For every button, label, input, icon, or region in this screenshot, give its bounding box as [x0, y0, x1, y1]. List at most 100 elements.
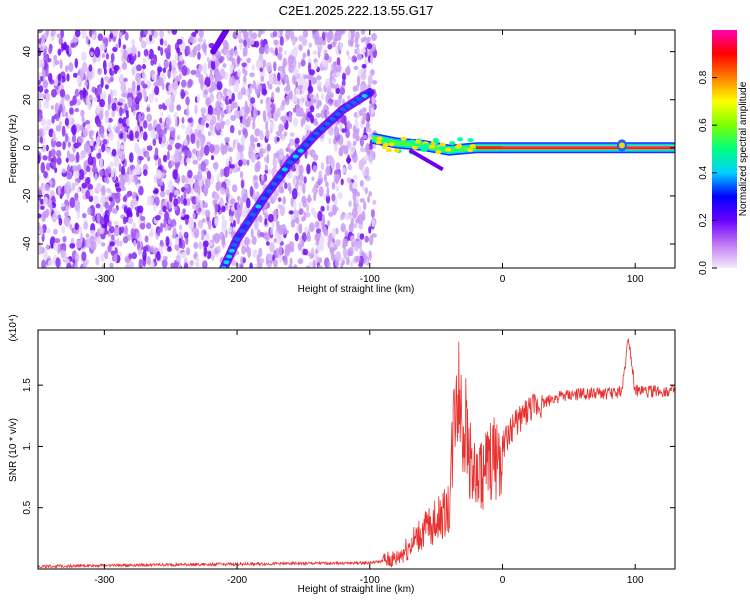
spectrogram-noise-cell: [333, 144, 338, 153]
spectrogram-noise-cell: [368, 49, 373, 56]
spectrogram-noise-cell: [193, 227, 200, 239]
spectrogram-noise-cell: [335, 174, 339, 185]
spectrogram-noise-cell: [48, 154, 51, 162]
spectrogram-noise-cell: [190, 69, 197, 75]
spectrogram-noise-cell: [368, 226, 372, 234]
spectrogram-noise-cell: [214, 203, 219, 213]
spectrogram-noise-cell: [122, 196, 127, 202]
spectrogram-noise-cell: [219, 121, 225, 127]
spectrogram-noise-cell: [61, 168, 67, 174]
spectrogram-noise-cell: [249, 38, 255, 45]
spectrogram-noise-cell: [344, 212, 351, 221]
spectrogram-noise-cell: [304, 100, 311, 107]
spectrogram-noise-cell: [174, 244, 180, 251]
spectrogram-noise-cell: [196, 94, 200, 103]
spectrogram-noise-cell: [312, 50, 318, 56]
spectrogram-noise-cell: [143, 48, 149, 57]
spectrogram-noise-cell: [260, 174, 265, 181]
spectrogram-noise-cell: [267, 107, 272, 112]
spectrogram-noise-cell: [273, 39, 279, 46]
spectrogram-noise-cell: [61, 242, 67, 251]
spectrogram-noise-cell: [163, 255, 168, 261]
trace-main-blob: [250, 212, 256, 217]
spectrogram-noise-cell: [217, 110, 220, 122]
spectrogram-noise-cell: [99, 205, 103, 213]
spectrogram-noise-cell: [47, 259, 53, 267]
spectrogram-x-tick-label: -200: [227, 274, 247, 285]
spectrogram-noise-cell: [165, 100, 172, 107]
spectrogram-noise-cell: [140, 80, 145, 87]
spectrogram-noise-cell: [346, 120, 351, 131]
spectrogram-noise-cell: [88, 195, 94, 203]
spectrogram-noise-cell: [360, 30, 366, 35]
spectrogram-noise-cell: [79, 67, 85, 79]
spectrogram-noise-cell: [368, 154, 372, 162]
spectrogram-noise-cell: [294, 232, 299, 242]
trace-main-blob: [356, 97, 363, 102]
spectrogram-noise-cell: [203, 89, 209, 96]
trace-main-blob: [292, 154, 299, 159]
spectrogram-noise-cell: [133, 240, 137, 247]
spectrogram-noise-cell: [178, 241, 183, 249]
spectrogram-noise-cell: [171, 59, 177, 67]
spectrogram-noise-cell: [264, 232, 271, 242]
trace-zero-blob: [385, 148, 392, 153]
spectrogram-noise-cell: [92, 158, 96, 169]
spectrogram-noise-cell: [367, 74, 373, 85]
spectrogram-noise-cell: [241, 134, 246, 144]
spectrogram-noise-cell: [319, 235, 325, 245]
spectrogram-y-tick-label: -40: [22, 236, 33, 251]
spectrogram-noise-field: [38, 30, 378, 268]
spectrogram-noise-cell: [225, 187, 230, 198]
spectrogram-noise-cell: [122, 44, 127, 50]
spectrogram-noise-cell: [293, 58, 297, 70]
spectrogram-noise-cell: [327, 154, 333, 164]
trace-zero-blob: [445, 147, 452, 152]
spectrogram-noise-cell: [122, 216, 127, 225]
spectrogram-noise-cell: [255, 154, 259, 159]
spectrogram-noise-cell: [161, 102, 166, 110]
spectrogram-noise-cell: [104, 115, 109, 124]
spectrogram-noise-cell: [260, 39, 264, 48]
spectrogram-noise-cell: [221, 233, 226, 245]
spectrogram-noise-cell: [298, 35, 304, 42]
spectrogram-noise-cell: [365, 122, 371, 128]
spectrogram-noise-cell: [338, 30, 345, 36]
spectrogram-noise-cell: [291, 35, 296, 46]
spectrogram-noise-cell: [363, 36, 367, 42]
trace-main-blob: [329, 116, 336, 121]
spectrogram-noise-cell: [104, 109, 110, 118]
spectrogram-noise-cell: [276, 107, 281, 118]
spectrogram-noise-cell: [302, 183, 306, 195]
snr-x-tick-label: 100: [627, 575, 644, 586]
spectrogram-noise-cell: [75, 166, 81, 172]
spectrogram-noise-cell: [123, 205, 128, 214]
spectrogram-noise-cell: [199, 147, 205, 158]
spectrogram-noise-cell: [212, 234, 216, 242]
spectrogram-noise-cell: [275, 130, 282, 137]
spectrogram-noise-cell: [127, 87, 133, 94]
spectrogram-noise-cell: [38, 58, 42, 69]
spectrogram-noise-cell: [371, 219, 376, 227]
spectrogram-noise-cell: [310, 98, 317, 104]
spectrogram-noise-cell: [320, 92, 325, 101]
trace-zero-blob: [438, 145, 445, 150]
spectrogram-noise-cell: [273, 61, 277, 72]
spectrogram-noise-cell: [258, 30, 264, 36]
trace-main-blob: [228, 248, 235, 253]
spectrogram-noise-cell: [231, 92, 235, 102]
spectrogram-noise-cell: [210, 116, 216, 125]
trace-main-blob: [276, 174, 283, 179]
spectrogram-noise-cell: [259, 130, 264, 137]
spectrogram-noise-cell: [38, 199, 41, 210]
spectrogram-noise-cell: [136, 195, 139, 202]
spectrogram-noise-cell: [221, 222, 227, 232]
spectrogram-noise-cell: [45, 183, 50, 192]
spectrogram-noise-cell: [45, 125, 50, 132]
spectrogram-noise-cell: [157, 66, 163, 73]
spectrogram-noise-cell: [183, 198, 187, 206]
spectrogram-noise-cell: [174, 189, 179, 196]
spectrogram-noise-cell: [58, 217, 63, 226]
snr-line: [38, 337, 675, 569]
spectrogram-noise-cell: [297, 61, 301, 69]
